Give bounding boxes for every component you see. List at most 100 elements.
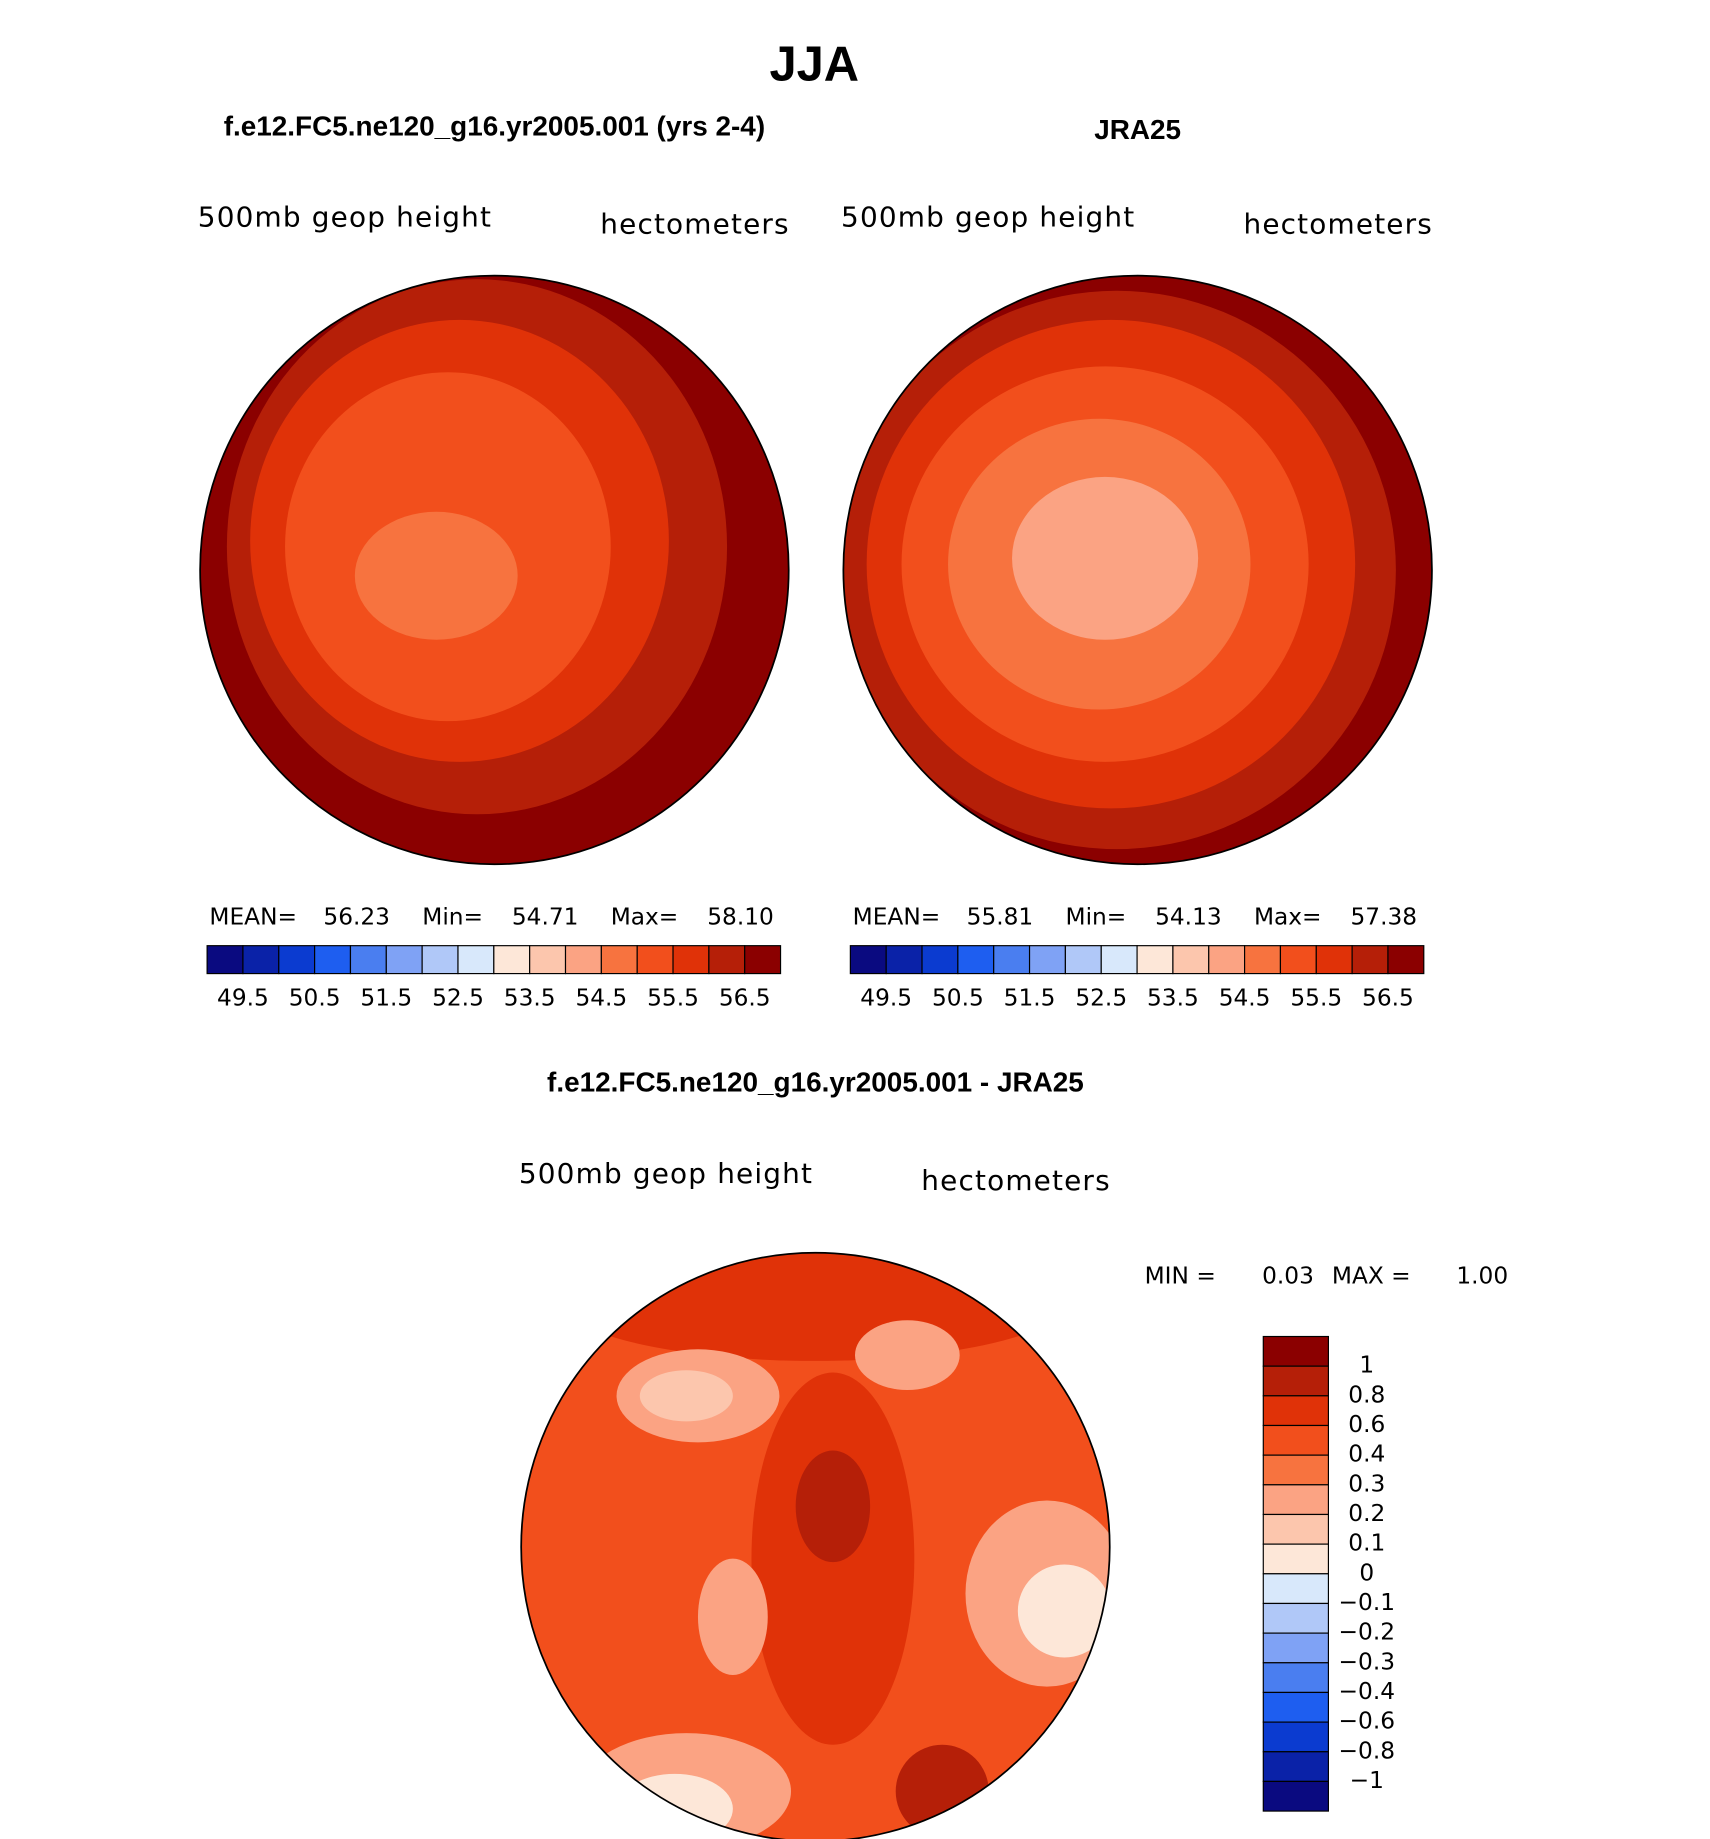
colorbar-box (1262, 1424, 1329, 1456)
colorbar-label: 56.5 (719, 985, 771, 1012)
colorbar-box (600, 945, 638, 975)
colorbar-box (1387, 945, 1425, 975)
colorbar-label: 49.5 (217, 985, 269, 1012)
colorbar-label: 52.5 (432, 985, 484, 1012)
colorbar-box (1262, 1395, 1329, 1427)
title: JJA (769, 37, 859, 91)
field-label: 500mb geop height (198, 201, 492, 234)
colorbar-box (708, 945, 746, 975)
colorbar: 49.5 50.5 51.5 52.5 53.5 54.5 55.5 56.5 (206, 945, 782, 1012)
colorbar-label: −0.1 (1339, 1589, 1395, 1616)
colorbar-label: 55.5 (1290, 985, 1342, 1012)
colorbar-box (564, 945, 602, 975)
colorbar-label: 54.5 (1219, 985, 1271, 1012)
colorbar-box (672, 945, 710, 975)
colorbar-label: −1 (1350, 1767, 1384, 1794)
colorbar-label: 50.5 (289, 985, 341, 1012)
colorbar-label: 0.8 (1348, 1381, 1385, 1408)
colorbar-label: 53.5 (504, 985, 556, 1012)
colorbar-label: 1 (1359, 1352, 1374, 1379)
colorbar-box (744, 945, 782, 975)
colorbar-box (529, 945, 567, 975)
colorbar-label: 0.1 (1348, 1530, 1385, 1557)
colorbar-box (457, 945, 495, 975)
map (200, 275, 789, 865)
map (521, 1252, 1110, 1839)
colorbar-box (993, 945, 1031, 975)
units-label: hectometers (600, 208, 790, 241)
stat-label: MAX = (1332, 1263, 1411, 1290)
colorbar-box (493, 945, 531, 975)
colorbar-box (349, 945, 387, 975)
colorbar-box (1100, 945, 1138, 975)
colorbar-label: −0.2 (1339, 1619, 1395, 1646)
colorbar-box (1262, 1662, 1329, 1694)
panel-heading: f.e12.FC5.ne120_g16.yr2005.001 (yrs 2-4) (224, 110, 765, 141)
stat-value: 56.23 (323, 903, 390, 930)
stat-label: Min= (1066, 903, 1127, 930)
colorbar-box (1262, 1454, 1329, 1486)
stat-label: Min= (422, 903, 483, 930)
stat-value: 57.38 (1351, 903, 1418, 930)
field-label: 500mb geop height (841, 201, 1135, 234)
colorbar-label: −0.6 (1339, 1708, 1395, 1735)
colorbar-box (1244, 945, 1282, 975)
colorbar-box (1351, 945, 1389, 975)
stat-label: Max= (1254, 903, 1322, 930)
map-border (842, 274, 1433, 866)
colorbar-box (1262, 1751, 1329, 1783)
colorbar-box (421, 945, 459, 975)
stat-value: 54.71 (512, 903, 579, 930)
colorbar-label: 56.5 (1362, 985, 1414, 1012)
colorbar-box (385, 945, 423, 975)
colorbar: 49.5 50.5 51.5 52.5 53.5 54.5 55.5 56.5 (849, 945, 1425, 1012)
colorbar-box (1136, 945, 1174, 975)
panel-heading: JRA25 (1094, 114, 1181, 145)
colorbar-box (1262, 1484, 1329, 1516)
colorbar-box (849, 945, 887, 975)
colorbar-box (1262, 1632, 1329, 1664)
colorbar-box (1279, 945, 1317, 975)
colorbar-box (1262, 1780, 1329, 1812)
units-label: hectometers (1244, 208, 1433, 241)
map-border (520, 1251, 1111, 1839)
colorbar-box (206, 945, 244, 975)
stat-value: 1.00 (1456, 1263, 1508, 1290)
units-label: hectometers (921, 1164, 1111, 1197)
colorbar-box (1208, 945, 1246, 975)
colorbar-label: 0.3 (1348, 1470, 1385, 1497)
colorbar-label: 0.6 (1348, 1411, 1385, 1438)
colorbar: 10.8 0.6 0.40.3 0.2 0.10 −0.1 −0.2−0.3 −0.4 −0.6… (1262, 1335, 1395, 1812)
colorbar-box (885, 945, 923, 975)
colorbar-box (1172, 945, 1210, 975)
colorbar-box (1262, 1543, 1329, 1575)
colorbar-label: 52.5 (1075, 985, 1127, 1012)
map-border (199, 274, 790, 866)
colorbar-box (1315, 945, 1353, 975)
colorbar-label: 51.5 (360, 985, 412, 1012)
stat-label: MEAN= (209, 903, 297, 930)
stat-value: 0.03 (1262, 1263, 1314, 1290)
stat-value: 58.10 (707, 903, 774, 930)
colorbar-label: 0 (1359, 1559, 1374, 1586)
stat-label: MEAN= (853, 903, 941, 930)
colorbar-label: 55.5 (647, 985, 699, 1012)
colorbar-box (278, 945, 316, 975)
colorbar-box (1262, 1365, 1329, 1397)
colorbar-label: 0.4 (1348, 1441, 1385, 1468)
colorbar-box (921, 945, 959, 975)
colorbar-label: 0.2 (1348, 1500, 1385, 1527)
colorbar-box (957, 945, 995, 975)
colorbar-box (1262, 1335, 1329, 1367)
stat-label: Max= (611, 903, 679, 930)
colorbar-box (1028, 945, 1066, 975)
colorbar-box (1262, 1721, 1329, 1753)
colorbar-box (1064, 945, 1102, 975)
field-label: 500mb geop height (519, 1157, 813, 1190)
colorbar-box (242, 945, 280, 975)
colorbar-label: 54.5 (575, 985, 627, 1012)
colorbar-box (1262, 1602, 1329, 1634)
map (843, 275, 1432, 865)
stat-value: 54.13 (1155, 903, 1222, 930)
colorbar-box (1262, 1573, 1329, 1605)
